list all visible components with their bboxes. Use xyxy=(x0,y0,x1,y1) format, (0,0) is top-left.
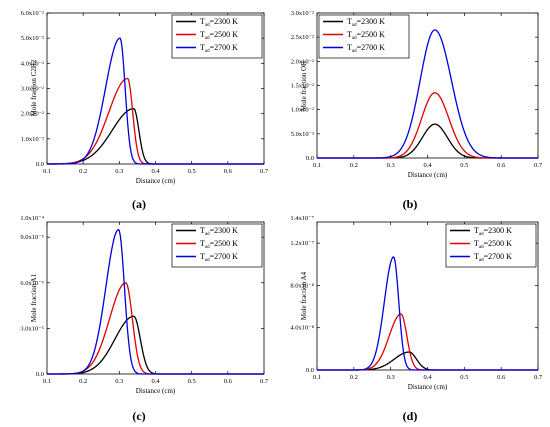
series-line-3 xyxy=(317,29,538,159)
y-axis-label: Mole fraction A1 xyxy=(30,273,38,322)
chart-panel-1: 0.1 0.2 0.3 0.4 0.5 0.6 0.7 0.0 1.0x10⁻² 2.0x10⁻²… xyxy=(21,10,269,211)
y-tick-label: 1.0x10⁻² xyxy=(21,136,44,143)
x-tick-label: 0.4 xyxy=(151,378,160,385)
series-line-2 xyxy=(317,92,538,159)
x-tick-label: 0.3 xyxy=(115,168,123,175)
x-tick-label: 0.4 xyxy=(151,168,160,175)
chart-panel-2: 0.1 0.2 0.3 0.4 0.5 0.6 0.7 0.0 5.0x10⁻³ 1.0x10⁻²… xyxy=(291,10,543,211)
y-axis-label: Mole fraction A4 xyxy=(300,271,308,320)
legend-entry: Tad=2700 K xyxy=(474,252,512,263)
x-tick-label: 0.7 xyxy=(260,168,269,175)
y-tick-label: 1.5x10⁻² xyxy=(291,83,314,90)
legend-entry: Tad=2500 K xyxy=(200,30,238,41)
legend-entry: Tad=2300 K xyxy=(200,226,238,237)
y-tick-label: 0.0 xyxy=(306,367,314,374)
x-tick-label: 0.2 xyxy=(350,374,358,381)
chart-panel-3: 0.1 0.2 0.3 0.4 0.5 0.6 0.7 0.0 3.0x10⁻⁵ 6.0x10⁻⁵… xyxy=(20,215,268,423)
panel-caption: (b) xyxy=(403,197,418,211)
x-axis-label: Distance (cm) xyxy=(136,177,176,185)
y-tick-label: 2.0x10⁻² xyxy=(21,111,44,118)
series-line-2 xyxy=(47,77,264,165)
x-tick-label: 0.6 xyxy=(497,374,506,381)
x-tick-label: 0.5 xyxy=(460,162,468,169)
y-tick-label: 0.0 xyxy=(306,155,314,162)
y-tick-label: 9.0x10⁻⁵ xyxy=(20,234,44,241)
y-tick-label: 6.0x10⁻² xyxy=(21,10,44,17)
y-header-label: 1.0x10⁻⁴ xyxy=(20,215,44,222)
y-tick-label: 3.0x10⁻⁵ xyxy=(20,325,44,332)
x-tick-label: 0.2 xyxy=(350,162,358,169)
x-axis-label: Distance (cm) xyxy=(408,383,448,391)
series-line-3 xyxy=(317,255,538,371)
y-tick-label: 2.5x10⁻² xyxy=(291,34,314,41)
x-tick-label: 0.4 xyxy=(423,374,432,381)
y-axis-label: Mole fraction C2H2 xyxy=(30,59,38,116)
x-tick-label: 0.5 xyxy=(460,374,468,381)
x-tick-label: 0.3 xyxy=(387,162,395,169)
panel-caption: (c) xyxy=(132,409,145,423)
x-tick-label: 0.3 xyxy=(115,378,123,385)
legend-entry: Tad=2300 K xyxy=(200,17,238,28)
y-axis-label: Mole fraction OH xyxy=(300,61,308,111)
y-tick-label: 5.0x10⁻² xyxy=(21,35,44,42)
y-tick-label: 3.0x10⁻² xyxy=(291,10,314,17)
x-tick-label: 0.6 xyxy=(224,378,233,385)
y-header-label: 1.4x10⁻⁷ xyxy=(290,215,314,222)
legend-entry: Tad=2700 K xyxy=(200,43,238,54)
x-tick-label: 0.6 xyxy=(497,162,506,169)
y-tick-label: 4.0x10⁻² xyxy=(21,60,44,67)
x-axis-label: Distance (cm) xyxy=(408,171,448,179)
y-tick-label: 1.2x10⁻⁷ xyxy=(290,240,314,247)
legend-entry: Tad=2500 K xyxy=(474,239,512,250)
x-tick-label: 0.2 xyxy=(79,378,87,385)
series-line-1 xyxy=(47,315,264,375)
y-tick-label: 0.0 xyxy=(36,161,44,168)
x-tick-label: 0.1 xyxy=(43,168,51,175)
x-axis-label: Distance (cm) xyxy=(136,387,176,395)
y-tick-label: 1.0x10⁻² xyxy=(291,107,314,114)
x-tick-label: 0.7 xyxy=(534,374,543,381)
series-line-2 xyxy=(317,313,538,371)
x-tick-label: 0.6 xyxy=(224,168,233,175)
series-line-3 xyxy=(47,37,264,165)
chart-panel-4: 0.1 0.2 0.3 0.4 0.5 0.6 0.7 0.0 4.0x10⁻⁸ 8.0x10⁻⁸… xyxy=(290,215,542,423)
series-line-1 xyxy=(47,107,264,165)
panel-caption: (a) xyxy=(132,197,146,211)
legend-entry: Tad=2500 K xyxy=(200,239,238,250)
x-tick-label: 0.7 xyxy=(260,378,269,385)
y-tick-label: 2.0x10⁻² xyxy=(291,58,314,65)
x-tick-label: 0.2 xyxy=(79,168,87,175)
x-tick-label: 0.5 xyxy=(188,168,196,175)
x-tick-label: 0.1 xyxy=(313,162,321,169)
x-tick-label: 0.1 xyxy=(43,378,51,385)
x-tick-label: 0.7 xyxy=(534,162,543,169)
x-tick-label: 0.3 xyxy=(387,374,395,381)
x-tick-label: 0.4 xyxy=(423,162,432,169)
x-tick-label: 0.5 xyxy=(188,378,196,385)
legend-entry: Tad=2300 K xyxy=(347,17,385,28)
legend-entry: Tad=2300 K xyxy=(474,226,512,237)
y-tick-label: 3.0x10⁻² xyxy=(21,86,44,93)
y-tick-label: 5.0x10⁻³ xyxy=(291,131,314,138)
panel-caption: (d) xyxy=(403,409,418,423)
series-line-1 xyxy=(317,123,538,159)
y-tick-label: 6.0x10⁻⁵ xyxy=(20,280,44,287)
y-tick-label: 8.0x10⁻⁸ xyxy=(290,282,314,289)
series-line-2 xyxy=(47,282,264,375)
legend-entry: Tad=2700 K xyxy=(200,252,238,263)
x-tick-label: 0.1 xyxy=(313,374,321,381)
y-tick-label: 4.0x10⁻⁸ xyxy=(290,325,314,332)
series-line-3 xyxy=(47,228,264,375)
legend-entry: Tad=2700 K xyxy=(347,43,385,54)
legend-entry: Tad=2500 K xyxy=(347,30,385,41)
y-tick-label: 0.0 xyxy=(36,371,44,378)
